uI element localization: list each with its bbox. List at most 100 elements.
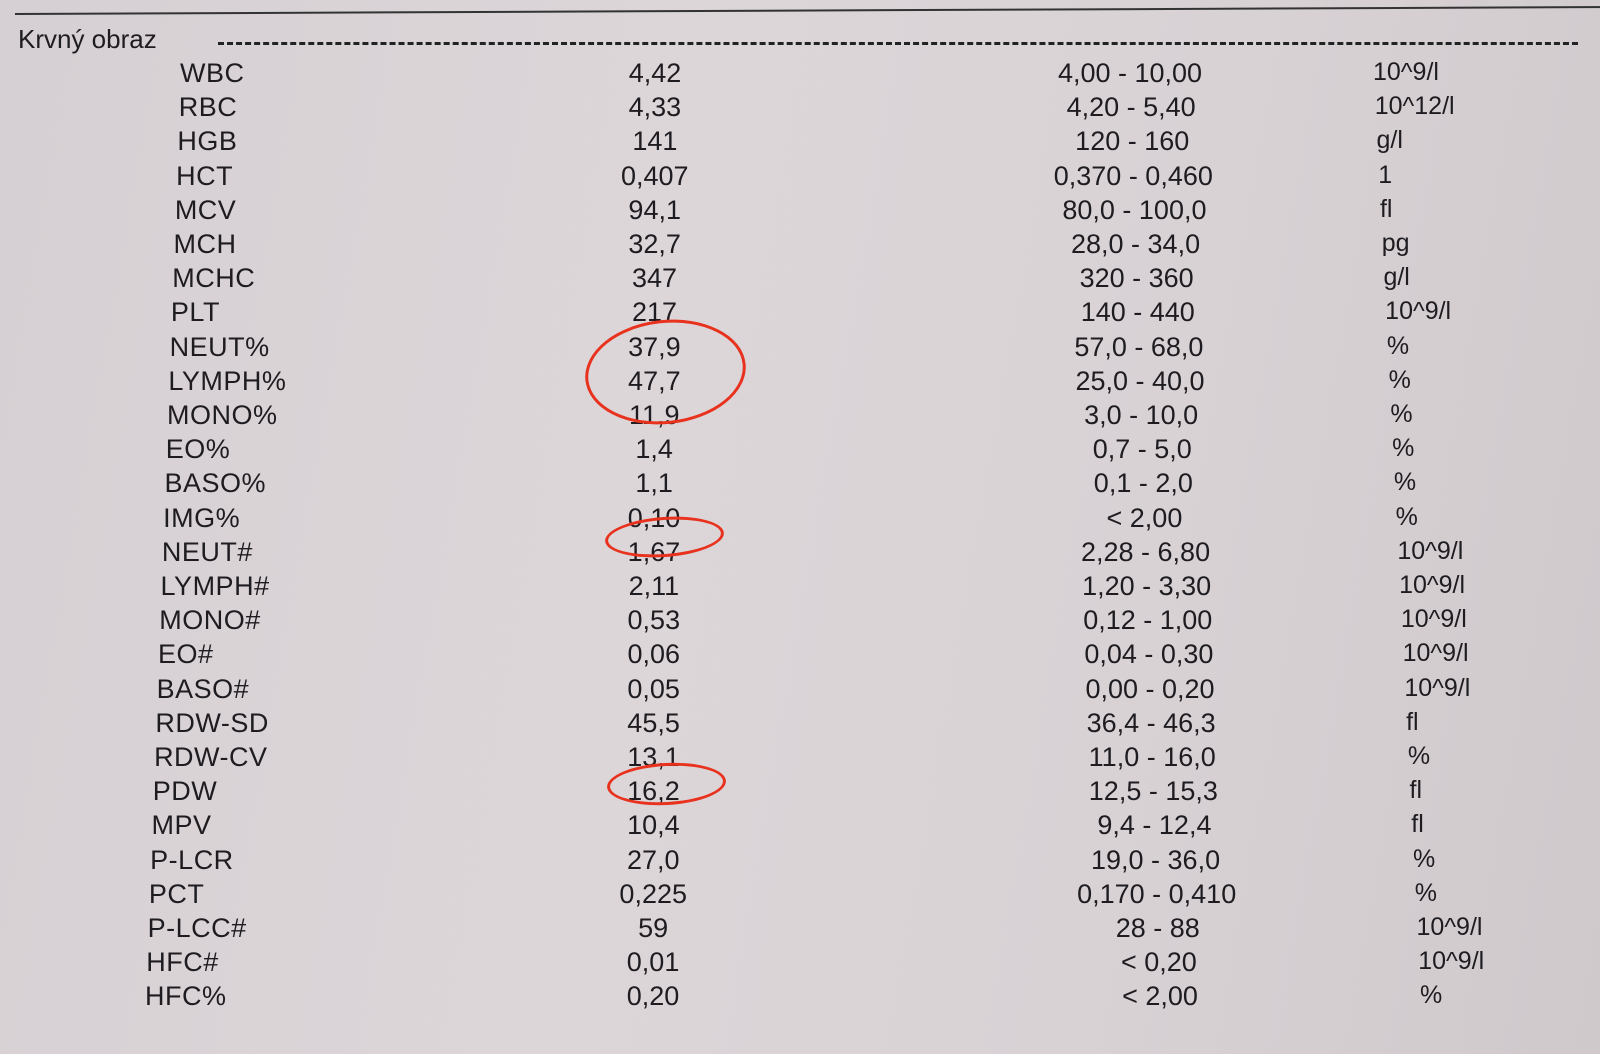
unit: 10^9/l: [1385, 297, 1452, 326]
unit: %: [1413, 844, 1436, 873]
reference-range: < 0,20: [1120, 947, 1197, 978]
table-row: MPV 10,4 9,4 - 12,4 fl: [0, 810, 1600, 844]
result-value: 0,20: [626, 981, 680, 1012]
result-value: 32,7: [628, 229, 681, 259]
result-value: 141: [632, 126, 678, 157]
reference-range: 9,4 - 12,4: [1097, 810, 1212, 841]
table-row: WBC 4,42 4,00 - 10,00 10^9/l: [0, 58, 1600, 92]
reference-range: 80,0 - 100,0: [1062, 194, 1207, 225]
unit: %: [1393, 468, 1417, 497]
result-value: 59: [638, 913, 669, 943]
result-value: 0,06: [627, 639, 681, 670]
test-name: HCT: [176, 160, 234, 191]
section-dashed-rule: [218, 42, 1578, 45]
test-name: PLT: [170, 297, 220, 328]
reference-range: 2,28 - 6,80: [1081, 536, 1211, 567]
test-name: BASO#: [156, 673, 250, 704]
table-row: HFC# 0,01 < 0,20 10^9/l: [0, 947, 1600, 981]
result-value: 37,9: [628, 331, 681, 362]
table-row: MCHC 347 320 - 360 g/l: [0, 263, 1600, 297]
result-value: 347: [632, 263, 678, 294]
test-name: HFC#: [146, 947, 219, 978]
result-value: 0,05: [627, 673, 680, 704]
test-name: NEUT#: [161, 536, 253, 567]
unit: fl: [1379, 194, 1393, 223]
unit: 10^9/l: [1402, 639, 1469, 668]
table-row: MONO# 0,53 0,12 - 1,00 10^9/l: [0, 605, 1600, 639]
unit: 10^12/l: [1374, 92, 1455, 121]
test-name: WBC: [180, 58, 245, 88]
test-name: MCH: [173, 229, 237, 259]
table-row: LYMPH% 47,7 25,0 - 40,0%: [0, 366, 1600, 400]
table-row: IMG% 0,10 < 2,00%: [0, 503, 1600, 537]
reference-range: 11,0 - 16,0: [1088, 742, 1216, 772]
reference-range: 0,7 - 5,0: [1092, 434, 1192, 465]
unit: 10^9/l: [1404, 673, 1471, 702]
test-name: RDW-SD: [155, 707, 269, 738]
result-value: 0,407: [620, 160, 689, 191]
reference-range: 0,1 - 2,0: [1093, 468, 1193, 499]
table-row: PLT 217 140 - 440 10^9/l: [0, 297, 1600, 331]
unit: %: [1420, 981, 1443, 1010]
unit: fl: [1409, 776, 1423, 805]
reference-range: 0,04 - 0,30: [1084, 639, 1214, 670]
table-row: P-LCR 27,0 19,0 - 36,0%: [0, 845, 1600, 879]
unit: %: [1390, 400, 1413, 428]
result-value: 217: [631, 297, 677, 328]
table-row: RBC 4,33 4,20 - 5,40 10^12/l: [0, 92, 1600, 126]
table-row: MCV 94,1 80,0 - 100,0 fl: [0, 195, 1600, 229]
test-name: NEUT%: [169, 331, 270, 362]
result-value: 1,4: [635, 434, 673, 465]
result-value: 2,11: [628, 571, 680, 601]
result-value: 47,7: [628, 365, 681, 396]
reference-range: 1,20 - 3,30: [1082, 571, 1212, 601]
table-row: NEUT% 37,9 57,0 - 68,0%: [0, 332, 1600, 366]
unit: pg: [1381, 229, 1410, 257]
unit: g/l: [1383, 263, 1410, 292]
test-name: MONO%: [167, 400, 278, 430]
result-value: 0,225: [619, 878, 687, 909]
reference-range: 0,170 - 0,410: [1077, 878, 1237, 909]
reference-range: 320 - 360: [1079, 263, 1194, 294]
table-row: RDW-CV 13,1 11,0 - 16,0%: [0, 742, 1600, 776]
test-name: LYMPH#: [160, 571, 270, 601]
result-value: 1,1: [635, 468, 673, 499]
result-value: 4,33: [628, 92, 682, 123]
unit: fl: [1406, 707, 1419, 736]
test-name: RDW-CV: [154, 742, 268, 772]
reference-range: 25,0 - 40,0: [1075, 365, 1205, 396]
table-row: PCT 0,225 0,170 - 0,410%: [0, 879, 1600, 913]
result-value: 10,4: [627, 810, 680, 841]
table-row: RDW-SD 45,5 36,4 - 46,3 fl: [0, 708, 1600, 742]
reference-range: 0,12 - 1,00: [1083, 605, 1213, 636]
section-title: Krvný obraz: [18, 24, 157, 54]
reference-range: 28,0 - 34,0: [1071, 229, 1201, 259]
unit: %: [1414, 878, 1437, 907]
unit: g/l: [1376, 126, 1403, 155]
test-name: EO#: [157, 639, 214, 670]
reference-range: 28 - 88: [1115, 913, 1200, 943]
test-name: RBC: [178, 92, 238, 123]
header-rule: [14, 6, 1600, 15]
table-row: BASO% 1,1 0,1 - 2,0%: [0, 468, 1600, 502]
result-value: 27,0: [627, 844, 680, 875]
test-name: PDW: [152, 776, 218, 807]
test-name: HFC%: [145, 981, 227, 1012]
table-row: MONO% 11,9 3,0 - 10,0%: [0, 400, 1600, 434]
result-value: 11,9: [628, 400, 680, 430]
reference-range: 36,4 - 46,3: [1086, 707, 1216, 738]
reference-range: < 2,00: [1106, 502, 1183, 533]
reference-range: 4,20 - 5,40: [1066, 92, 1196, 123]
test-name: HGB: [177, 126, 238, 157]
result-value: 16,2: [627, 776, 680, 807]
reference-range: 0,370 - 0,460: [1053, 160, 1213, 191]
unit: %: [1386, 331, 1410, 360]
test-name: PCT: [148, 878, 205, 909]
test-name: MCHC: [172, 263, 256, 294]
table-row: MCH 32,7 28,0 - 34,0 pg: [0, 229, 1600, 263]
test-name: MCV: [174, 194, 237, 225]
test-name: BASO%: [164, 468, 266, 499]
unit: fl: [1411, 810, 1424, 839]
result-value: 94,1: [628, 194, 681, 225]
unit: 10^9/l: [1397, 536, 1464, 565]
